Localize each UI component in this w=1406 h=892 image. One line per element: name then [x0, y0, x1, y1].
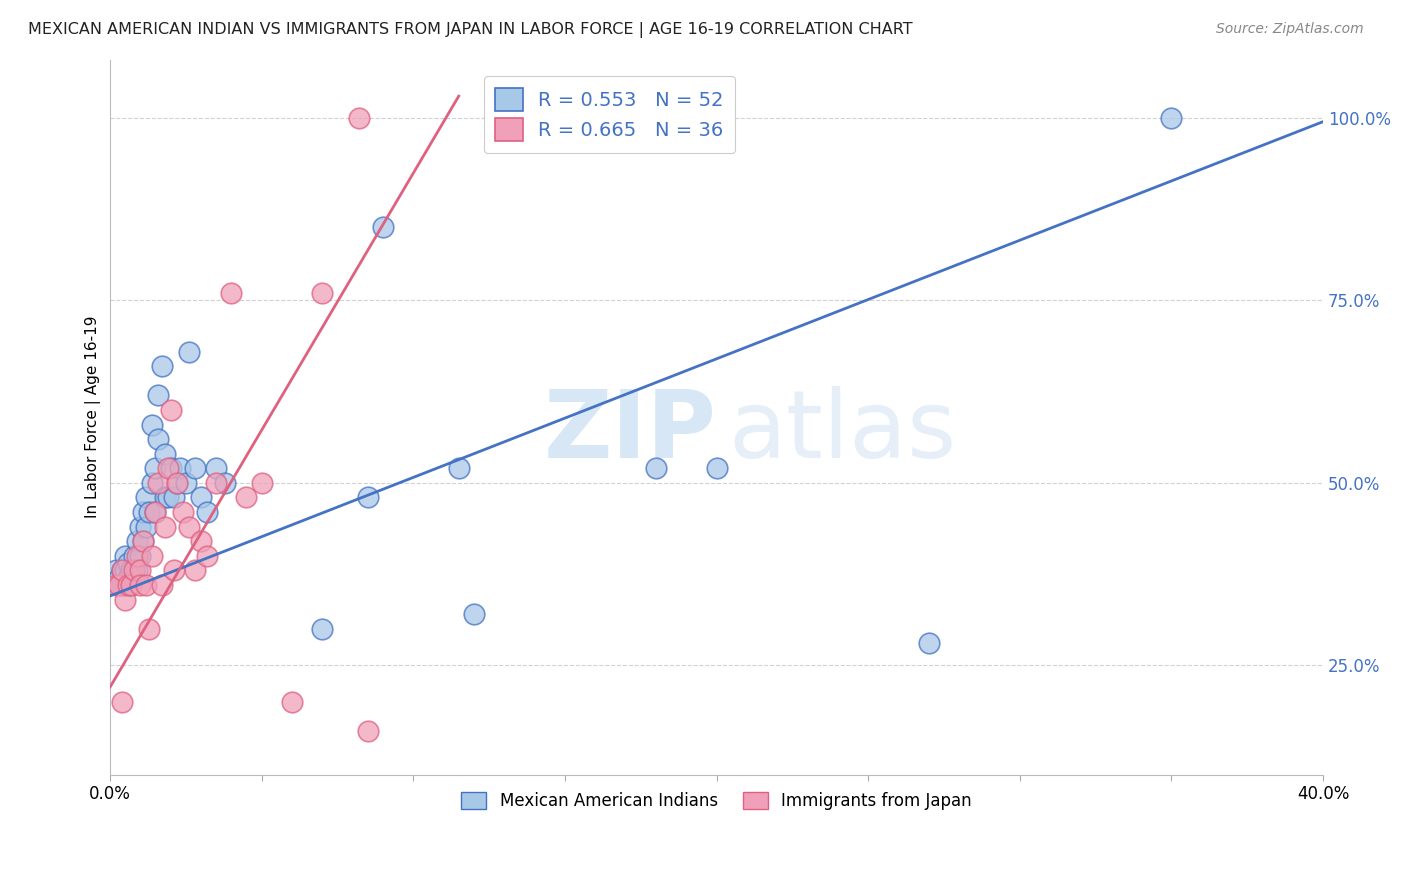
Point [117, 578, 139, 592]
Point [235, 491, 257, 505]
Point [347, 111, 370, 125]
Point [357, 491, 380, 505]
Point [129, 519, 152, 533]
Point [132, 505, 155, 519]
Point [111, 564, 134, 578]
Point [111, 695, 134, 709]
Point [166, 475, 188, 490]
Point [156, 461, 179, 475]
Point [111, 578, 134, 592]
Y-axis label: In Labor Force | Age 16-19: In Labor Force | Age 16-19 [86, 316, 101, 518]
Point [918, 636, 941, 650]
Point [174, 475, 197, 490]
Point [129, 564, 152, 578]
Point [135, 491, 157, 505]
Point [190, 491, 212, 505]
Point [108, 571, 131, 585]
Point [122, 571, 145, 585]
Point [159, 403, 181, 417]
Point [117, 556, 139, 570]
Point [138, 505, 160, 519]
Point [205, 475, 228, 490]
Point [153, 447, 176, 461]
Point [135, 578, 157, 592]
Point [127, 564, 149, 578]
Point [177, 519, 200, 533]
Point [163, 491, 186, 505]
Point [156, 491, 179, 505]
Point [117, 571, 139, 585]
Point [129, 578, 152, 592]
Point [108, 578, 131, 592]
Point [219, 286, 242, 301]
Point [706, 461, 728, 475]
Legend: Mexican American Indians, Immigrants from Japan: Mexican American Indians, Immigrants fro… [454, 785, 979, 816]
Point [150, 578, 173, 592]
Point [141, 475, 163, 490]
Point [120, 564, 142, 578]
Point [122, 564, 145, 578]
Point [145, 461, 167, 475]
Point [163, 564, 186, 578]
Point [132, 534, 155, 549]
Point [132, 534, 155, 549]
Point [145, 505, 167, 519]
Point [1160, 111, 1182, 125]
Text: Source: ZipAtlas.com: Source: ZipAtlas.com [1216, 22, 1364, 37]
Point [172, 505, 194, 519]
Point [463, 607, 485, 622]
Point [166, 475, 188, 490]
Point [141, 549, 163, 563]
Point [141, 417, 163, 432]
Point [114, 549, 136, 563]
Point [357, 724, 380, 739]
Point [644, 461, 666, 475]
Point [311, 286, 333, 301]
Point [159, 461, 181, 475]
Point [150, 359, 173, 373]
Point [145, 505, 167, 519]
Point [114, 564, 136, 578]
Point [447, 461, 470, 475]
Point [105, 578, 128, 592]
Point [250, 475, 273, 490]
Point [114, 578, 136, 592]
Point [371, 220, 394, 235]
Point [153, 491, 176, 505]
Point [184, 461, 207, 475]
Point [138, 622, 160, 636]
Point [214, 475, 236, 490]
Point [114, 592, 136, 607]
Point [127, 549, 149, 563]
Point [195, 549, 218, 563]
Point [195, 505, 218, 519]
Point [120, 578, 142, 592]
Text: ZIP: ZIP [544, 385, 717, 477]
Point [105, 564, 128, 578]
Point [120, 578, 142, 592]
Point [190, 534, 212, 549]
Text: atlas: atlas [728, 385, 957, 477]
Point [148, 475, 170, 490]
Point [153, 519, 176, 533]
Point [111, 564, 134, 578]
Text: MEXICAN AMERICAN INDIAN VS IMMIGRANTS FROM JAPAN IN LABOR FORCE | AGE 16-19 CORR: MEXICAN AMERICAN INDIAN VS IMMIGRANTS FR… [28, 22, 912, 38]
Point [311, 622, 333, 636]
Point [281, 695, 304, 709]
Point [205, 461, 228, 475]
Point [177, 344, 200, 359]
Point [129, 549, 152, 563]
Point [122, 549, 145, 563]
Point [135, 519, 157, 533]
Point [169, 461, 191, 475]
Point [184, 564, 207, 578]
Point [148, 388, 170, 402]
Point [127, 534, 149, 549]
Point [148, 432, 170, 446]
